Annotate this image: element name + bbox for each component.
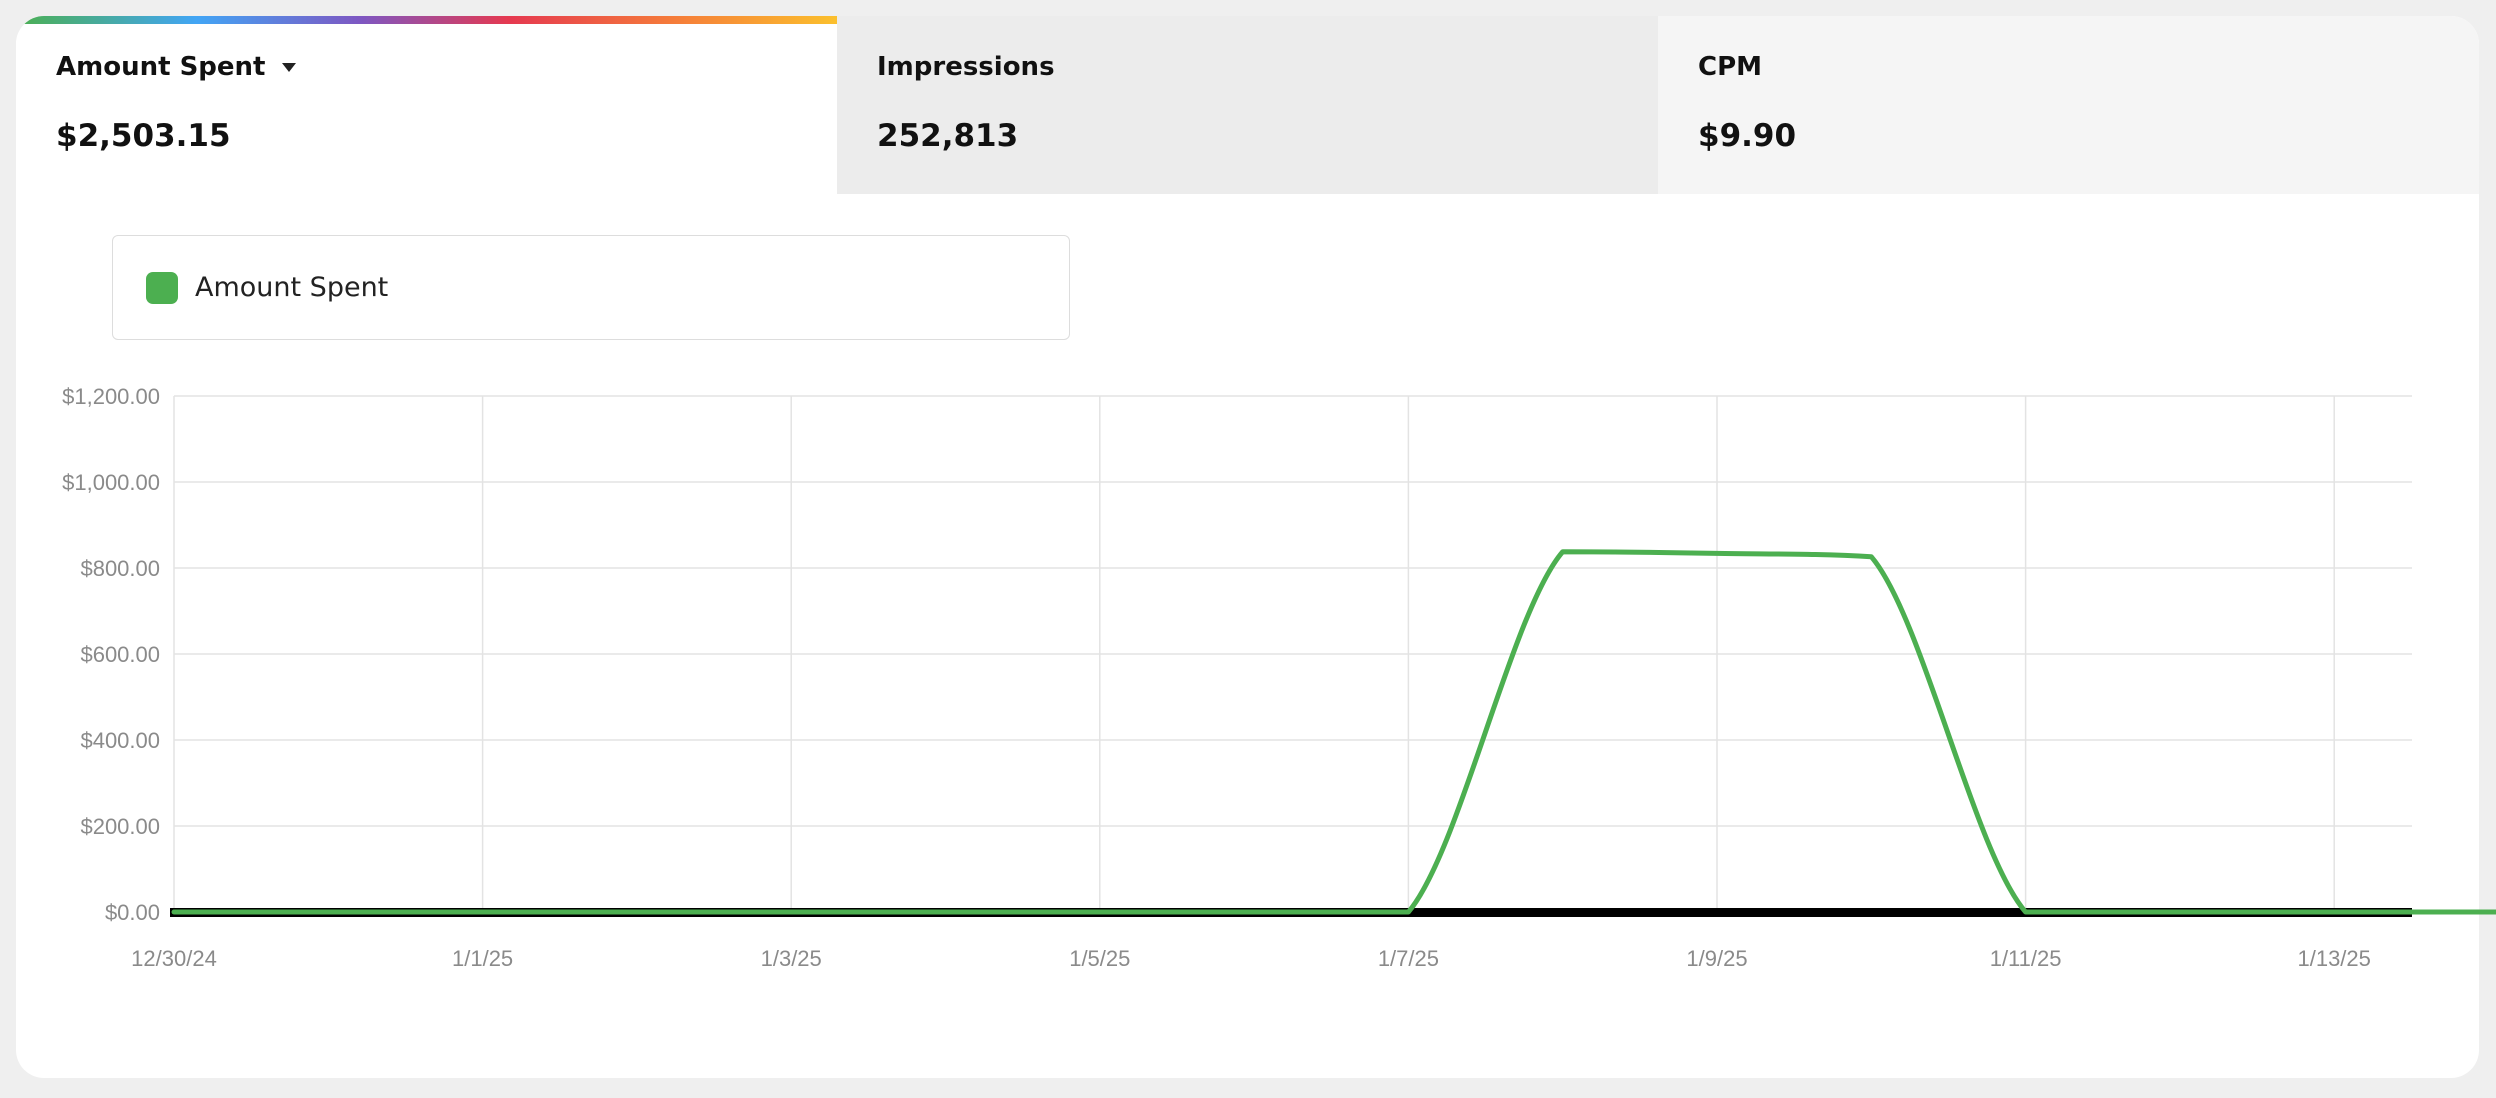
y-tick-label: $1,200.00 bbox=[62, 384, 160, 409]
amount-spent-line[interactable] bbox=[171, 549, 2496, 915]
metrics-card: Amount Spent $2,503.15 Impressions 252,8… bbox=[16, 16, 2479, 1078]
y-tick-label: $200.00 bbox=[80, 814, 160, 839]
chart-legend: Amount Spent bbox=[112, 235, 1070, 340]
x-tick-label: 12/30/24 bbox=[131, 946, 217, 971]
tab-cpm-value: $9.90 bbox=[1698, 118, 1797, 154]
tab-impressions-value: 252,813 bbox=[877, 118, 1019, 154]
x-tick-label: 1/13/25 bbox=[2297, 946, 2370, 971]
active-tab-indicator bbox=[16, 16, 837, 24]
x-axis-ticks: 12/30/24 1/1/25 1/3/25 1/5/25 1/7/25 1/9/25 1/… bbox=[131, 946, 2371, 971]
tab-impressions[interactable]: Impressions 252,813 bbox=[837, 16, 1658, 194]
y-tick-label: $1,000.00 bbox=[62, 470, 160, 495]
y-tick-label: $600.00 bbox=[80, 642, 160, 667]
y-axis-ticks: $0.00 $200.00 $400.00 $600.00 $800.00 $1,000.… bbox=[62, 384, 160, 925]
tab-amount-spent-value: $2,503.15 bbox=[56, 118, 231, 154]
y-tick-label: $400.00 bbox=[80, 728, 160, 753]
x-tick-label: 1/1/25 bbox=[452, 946, 513, 971]
legend-swatch[interactable] bbox=[146, 271, 178, 304]
x-tick-label: 1/7/25 bbox=[1378, 946, 1439, 971]
chart-series bbox=[171, 549, 2496, 915]
x-tick-label: 1/9/25 bbox=[1686, 946, 1747, 971]
tab-amount-spent[interactable]: Amount Spent $2,503.15 bbox=[16, 16, 837, 194]
x-tick-label: 1/11/25 bbox=[1990, 946, 2062, 971]
y-tick-label: $800.00 bbox=[80, 556, 160, 581]
chart-grid bbox=[173, 395, 2412, 913]
metric-tabs: Amount Spent $2,503.15 Impressions 252,8… bbox=[16, 16, 2479, 194]
y-tick-label: $0.00 bbox=[105, 900, 160, 925]
tab-amount-spent-label: Amount Spent bbox=[56, 52, 266, 82]
tab-cpm[interactable]: CPM $9.90 bbox=[1658, 16, 2479, 194]
legend-label: Amount Spent bbox=[195, 272, 389, 303]
caret-down-icon[interactable] bbox=[281, 62, 296, 72]
tab-impressions-label: Impressions bbox=[877, 52, 1055, 82]
x-tick-label: 1/5/25 bbox=[1069, 946, 1130, 971]
tab-cpm-label: CPM bbox=[1698, 52, 1763, 82]
x-tick-label: 1/3/25 bbox=[761, 946, 822, 971]
